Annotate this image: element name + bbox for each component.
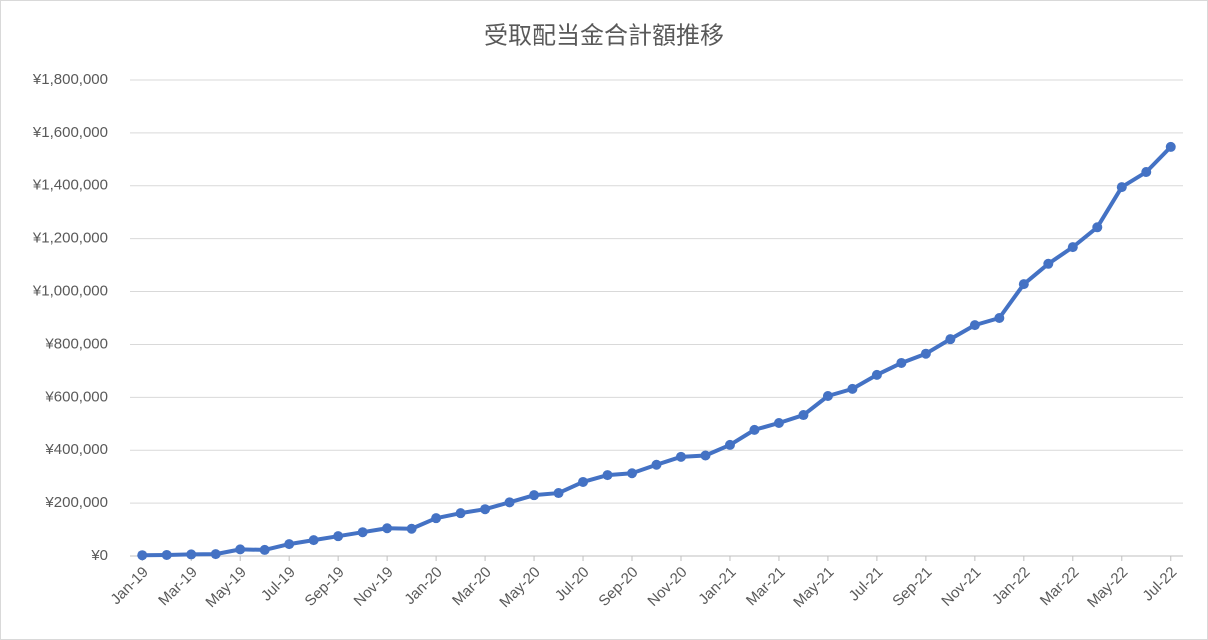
y-tick-label: ¥200,000 <box>44 494 108 511</box>
data-point <box>896 357 907 368</box>
data-point <box>675 451 686 462</box>
data-point <box>1067 242 1078 253</box>
y-tick-label: ¥800,000 <box>44 335 108 352</box>
data-point <box>822 391 833 402</box>
data-point <box>749 424 760 435</box>
data-point <box>651 459 662 470</box>
data-point <box>406 523 417 534</box>
data-point <box>431 513 442 524</box>
data-point <box>871 369 882 380</box>
data-point <box>773 417 784 428</box>
y-tick-label: ¥1,200,000 <box>32 230 108 247</box>
data-point <box>161 549 172 560</box>
data-point <box>700 450 711 461</box>
data-point <box>1165 141 1176 152</box>
data-point <box>284 539 295 550</box>
data-point <box>259 544 270 555</box>
data-point <box>1043 258 1054 269</box>
data-point <box>969 320 980 331</box>
data-point <box>994 313 1005 323</box>
y-tick-label: ¥1,600,000 <box>32 124 108 141</box>
data-point <box>798 410 809 421</box>
data-point <box>137 550 148 561</box>
y-tick-label: ¥600,000 <box>44 388 108 405</box>
data-point <box>480 504 491 515</box>
data-point <box>210 549 221 560</box>
data-point <box>1092 222 1103 233</box>
data-point <box>920 348 931 359</box>
data-point <box>578 476 589 487</box>
data-point <box>186 549 197 560</box>
data-point <box>847 383 858 394</box>
data-point <box>945 334 956 345</box>
data-point <box>553 488 564 499</box>
y-tick-label: ¥0 <box>90 547 108 564</box>
data-point <box>1018 279 1029 290</box>
data-point <box>455 508 466 519</box>
y-tick-label: ¥400,000 <box>44 441 108 458</box>
data-point <box>357 527 368 538</box>
data-point <box>308 535 319 546</box>
y-tick-label: ¥1,800,000 <box>32 71 108 88</box>
data-point <box>333 531 344 542</box>
data-point <box>1116 182 1127 193</box>
data-point <box>529 490 540 501</box>
data-point <box>235 544 246 555</box>
data-point <box>382 523 393 534</box>
data-point <box>504 497 515 508</box>
data-point <box>1141 167 1152 178</box>
y-tick-label: ¥1,400,000 <box>32 177 108 194</box>
data-point <box>602 470 613 481</box>
data-point <box>724 439 735 450</box>
data-point <box>627 468 638 479</box>
chart-title: 受取配当金合計額推移 <box>484 22 724 49</box>
y-tick-label: ¥1,000,000 <box>32 283 108 300</box>
